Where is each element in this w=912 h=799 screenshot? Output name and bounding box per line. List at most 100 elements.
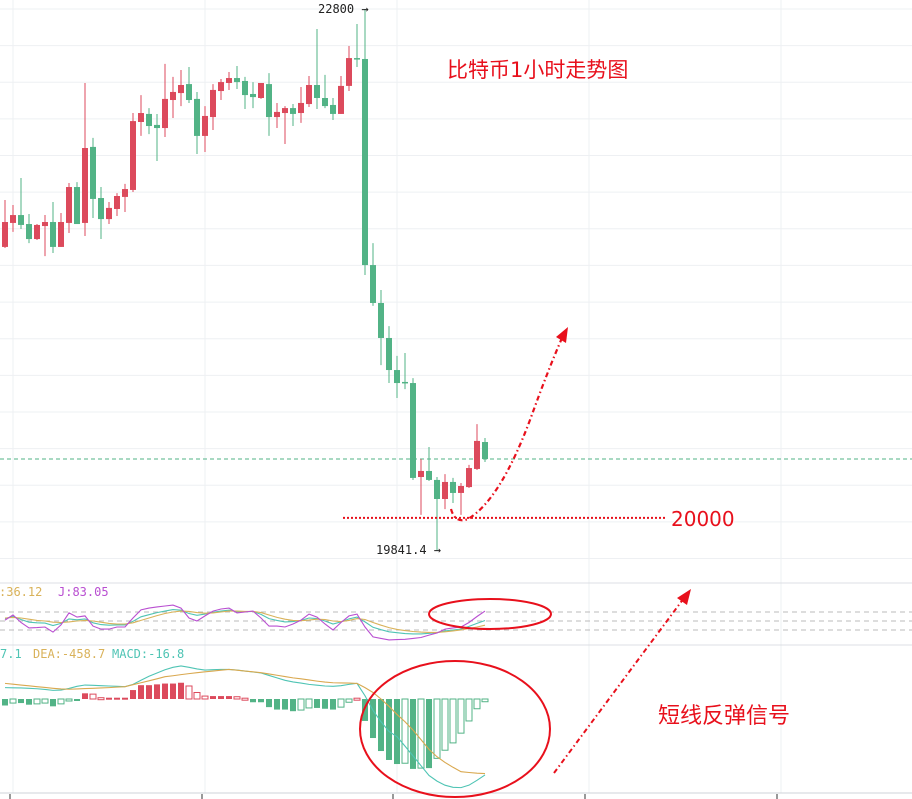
macd-histogram-bar	[297, 698, 305, 711]
macd-histogram-bar	[441, 698, 449, 751]
macd-histogram-bar	[337, 698, 345, 708]
macd-dif-value: 7.1	[0, 647, 22, 661]
candle-body	[50, 222, 56, 247]
candle-body	[378, 302, 384, 338]
macd-histogram-bar	[178, 682, 184, 699]
candle-body	[354, 58, 360, 60]
candle-body	[90, 146, 96, 199]
kdj-highlight-ellipse	[428, 598, 552, 630]
kdj-j-line	[4, 604, 486, 641]
candle-body	[146, 113, 152, 127]
macd-histogram-bar	[345, 698, 353, 703]
macd-histogram-bar	[282, 699, 288, 710]
macd-histogram-bar	[162, 683, 168, 699]
candle-body	[402, 381, 408, 384]
candle-body	[82, 148, 88, 223]
macd-histogram-bar	[394, 699, 400, 765]
macd-histogram-bar	[130, 690, 136, 699]
candle-body	[282, 108, 288, 114]
arrowhead-icon	[677, 589, 691, 605]
macd-histogram-bar	[433, 698, 441, 759]
kdj-d-value: :36.12	[0, 585, 43, 599]
candle-body	[154, 124, 160, 129]
candle-body	[274, 111, 280, 118]
macd-histogram-bar	[314, 699, 320, 708]
macd-histogram-bar	[2, 699, 8, 706]
candle-body	[458, 485, 464, 493]
macd-histogram-bar	[201, 695, 209, 700]
candle-body	[426, 470, 432, 480]
candle-body	[10, 215, 16, 223]
kdj-d-line	[4, 610, 486, 633]
macd-histogram-bar	[226, 696, 232, 699]
macd-histogram-bar	[481, 698, 489, 703]
candle-body	[194, 98, 200, 136]
low-marker: 19841.4 →	[376, 543, 442, 557]
macd-histogram-bar	[305, 698, 313, 709]
candle-body	[242, 80, 248, 96]
macd-histogram-bar	[370, 699, 376, 739]
macd-histogram-bar	[258, 699, 264, 703]
candle-body	[210, 89, 216, 118]
macd-histogram-bar	[33, 698, 41, 705]
candle-body	[442, 481, 448, 499]
macd-dea-line	[4, 668, 486, 775]
macd-histogram-bar	[170, 683, 176, 699]
candle-body	[234, 78, 240, 83]
macd-value: MACD:-16.8	[112, 647, 185, 661]
candle-body	[474, 440, 480, 469]
macd-histogram-bar	[362, 699, 368, 721]
macd-dea-value: DEA:-458.7	[33, 647, 106, 661]
macd-histogram-bar	[417, 698, 425, 769]
candle-body	[130, 121, 136, 190]
candle-body	[34, 224, 40, 240]
support-label: 20000	[671, 507, 735, 531]
macd-histogram-bar	[322, 699, 328, 709]
macd-histogram-bar	[210, 696, 216, 699]
candle-body	[386, 337, 392, 371]
candle-body	[394, 370, 400, 384]
macd-histogram-bar	[82, 693, 88, 699]
macd-histogram-bar	[193, 691, 201, 700]
candle-body	[202, 115, 208, 136]
signal-label: 短线反弹信号	[658, 704, 791, 729]
candle-body	[66, 187, 72, 223]
candle-body	[42, 222, 48, 227]
annotation-layer	[343, 327, 691, 798]
candle-body	[58, 222, 64, 247]
candle-body	[370, 265, 376, 303]
candle-body	[362, 58, 368, 266]
candle-body	[250, 93, 256, 98]
candle-body	[74, 187, 80, 225]
arrowhead-icon	[556, 327, 568, 343]
macd-histogram-bar	[386, 699, 392, 760]
macd-histogram-bar	[410, 699, 416, 769]
macd-histogram-bar	[146, 685, 152, 699]
candle-body	[162, 98, 168, 129]
candle-body	[26, 224, 32, 240]
candle-body	[410, 383, 416, 478]
macd-histogram-bar	[114, 697, 120, 700]
macd-histogram-bar	[65, 698, 73, 702]
candle-body	[114, 196, 120, 210]
candle-body	[322, 98, 328, 107]
macd-highlight-ellipse	[359, 660, 551, 798]
macd-histogram-bar	[353, 697, 361, 701]
candle-body	[138, 113, 144, 123]
candle-body	[218, 82, 224, 92]
macd-histogram-bar	[250, 699, 256, 703]
candle-body	[434, 479, 440, 499]
macd-histogram-bar	[426, 699, 432, 769]
macd-histogram-bar	[378, 699, 384, 752]
candle-body	[450, 481, 456, 493]
macd-histogram-bar	[97, 697, 105, 701]
rebound-arrow	[449, 337, 564, 522]
macd-histogram-bar	[122, 697, 128, 700]
candle-body	[186, 84, 192, 101]
candle-body	[418, 470, 424, 478]
macd-histogram-bar	[457, 698, 465, 734]
chart-title-annotation: 比特币1小时走势图	[447, 58, 629, 82]
candle-body	[482, 442, 488, 460]
macd-histogram-bar	[233, 696, 241, 700]
